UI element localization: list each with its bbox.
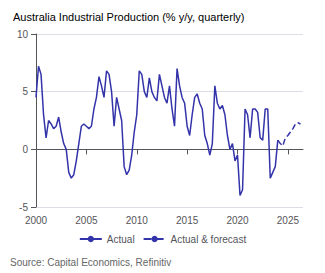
svg-text:2000: 2000 xyxy=(25,215,48,226)
svg-text:Actual: Actual xyxy=(107,234,135,245)
svg-text:2005: 2005 xyxy=(75,215,98,226)
svg-text:Actual & forecast: Actual & forecast xyxy=(171,234,247,245)
svg-text:Source: Capital Economics, Ref: Source: Capital Economics, Refinitiv xyxy=(10,257,171,268)
svg-text:2015: 2015 xyxy=(176,215,199,226)
svg-text:5: 5 xyxy=(22,86,28,97)
svg-text:0: 0 xyxy=(22,144,28,155)
svg-text:-5: -5 xyxy=(19,202,28,213)
svg-text:2020: 2020 xyxy=(226,215,249,226)
svg-text:Australia Industrial Productio: Australia Industrial Production (% y/y, … xyxy=(13,11,245,23)
svg-text:2010: 2010 xyxy=(126,215,149,226)
svg-text:10: 10 xyxy=(17,29,29,40)
svg-text:2025: 2025 xyxy=(277,215,300,226)
